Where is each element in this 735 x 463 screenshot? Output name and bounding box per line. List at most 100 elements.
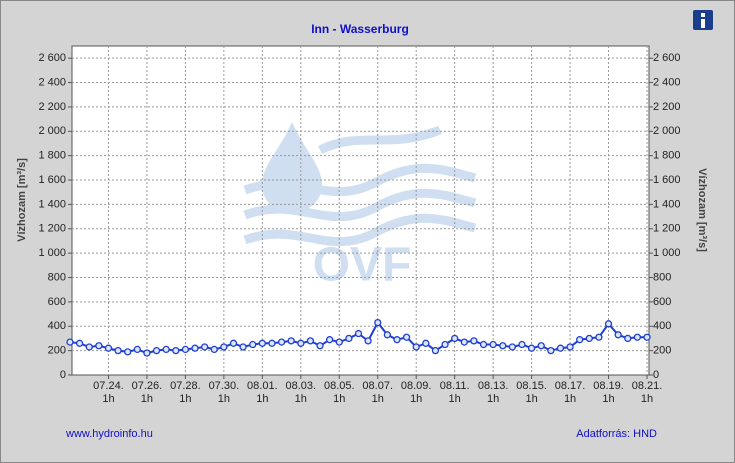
y2-tick-label: 0 xyxy=(653,369,659,381)
data-point xyxy=(489,340,497,349)
x-tick-label: 08.17. xyxy=(555,380,586,392)
x-tick-hour: 1h xyxy=(602,393,614,405)
y2-tick-label: 2 000 xyxy=(653,125,681,137)
x-tick-hour: 1h xyxy=(179,393,191,405)
y2-tick-label: 200 xyxy=(653,345,671,357)
data-point xyxy=(172,346,180,355)
data-point xyxy=(595,333,603,341)
data-point xyxy=(518,340,526,349)
data-point xyxy=(354,329,363,338)
x-tick-hour: 1h xyxy=(525,393,537,405)
y-tick-label: 1 200 xyxy=(38,223,66,235)
data-point xyxy=(604,320,613,328)
y2-tick-label: 2 400 xyxy=(653,76,681,88)
data-point xyxy=(191,344,199,352)
data-point xyxy=(508,343,517,351)
data-point xyxy=(422,339,430,347)
data-point xyxy=(402,333,411,341)
y-tick-label: 400 xyxy=(48,320,66,332)
x-tick-label: 07.30. xyxy=(209,380,240,392)
data-point xyxy=(75,339,84,347)
data-point xyxy=(527,344,536,352)
x-tick-label: 08.19. xyxy=(593,380,624,392)
x-tick-label: 08.07. xyxy=(362,380,393,392)
x-tick-label: 07.26. xyxy=(132,380,163,392)
data-point xyxy=(393,336,401,344)
data-point xyxy=(576,336,584,344)
y-tick-label: 600 xyxy=(48,296,66,308)
y2-tick-label: 800 xyxy=(653,271,671,283)
y2-axis-title: Vízhozam [m³/s] xyxy=(696,168,708,252)
y2-tick-label: 1 000 xyxy=(653,247,681,259)
y2-tick-label: 2 600 xyxy=(653,52,681,64)
y2-tick-label: 1 800 xyxy=(653,150,681,162)
data-point xyxy=(547,346,555,355)
x-tick-hour: 1h xyxy=(218,393,230,405)
x-tick-hour: 1h xyxy=(141,393,153,405)
y-tick-label: 2 000 xyxy=(38,125,66,137)
x-tick-label: 08.11. xyxy=(440,380,470,392)
data-point xyxy=(287,337,295,345)
data-point xyxy=(441,340,449,349)
watermark: OVF xyxy=(313,239,412,292)
x-tick-label: 08.15. xyxy=(516,380,547,392)
data-point xyxy=(499,342,507,350)
y-tick-label: 200 xyxy=(48,345,66,357)
data-point xyxy=(104,344,113,352)
data-point xyxy=(85,343,93,351)
chart-title: Inn - Wasserburg xyxy=(311,22,409,36)
x-tick-label: 08.05. xyxy=(324,380,355,392)
data-point xyxy=(133,345,141,354)
x-tick-label: 08.01. xyxy=(247,380,278,392)
footer-link[interactable]: www.hydroinfo.hu xyxy=(65,428,153,440)
x-tick-hour: 1h xyxy=(102,393,114,405)
data-point xyxy=(277,338,286,346)
y-tick-label: 1 400 xyxy=(38,198,66,210)
data-point xyxy=(239,343,247,351)
data-point xyxy=(451,334,459,343)
y2-tick-label: 1 600 xyxy=(653,174,681,186)
data-point xyxy=(268,339,276,347)
x-tick-hour: 1h xyxy=(564,393,576,405)
data-point xyxy=(297,339,305,347)
info-icon[interactable] xyxy=(693,10,713,30)
data-point xyxy=(479,340,488,349)
x-tick-label: 08.21. xyxy=(632,380,663,392)
data-point xyxy=(325,336,334,344)
data-point xyxy=(643,333,651,341)
data-point xyxy=(152,346,161,355)
data-point xyxy=(220,343,228,351)
x-tick-hour: 1h xyxy=(295,393,307,405)
footer-source: Adatforrás: HND xyxy=(576,428,657,440)
data-point xyxy=(210,345,218,354)
x-tick-hour: 1h xyxy=(333,393,345,405)
x-tick-label: 07.24. xyxy=(93,380,124,392)
data-point xyxy=(316,342,324,350)
x-tick-label: 08.09. xyxy=(401,380,432,392)
x-tick-hour: 1h xyxy=(256,393,268,405)
data-point xyxy=(566,343,574,351)
y-tick-label: 1 800 xyxy=(38,150,66,162)
data-point xyxy=(258,339,266,347)
data-point xyxy=(143,349,151,357)
data-point xyxy=(95,342,103,350)
y2-tick-label: 400 xyxy=(653,320,671,332)
data-point xyxy=(624,334,632,343)
y2-tick-label: 600 xyxy=(653,296,671,308)
data-point xyxy=(412,343,420,351)
data-point xyxy=(537,342,545,350)
x-tick-hour: 1h xyxy=(641,393,653,405)
y-tick-label: 1 000 xyxy=(38,247,66,259)
x-tick-hour: 1h xyxy=(487,393,499,405)
data-point xyxy=(249,340,257,349)
data-point xyxy=(556,344,565,352)
y2-tick-label: 2 200 xyxy=(653,101,681,113)
data-point xyxy=(431,346,440,355)
y2-tick-label: 1 200 xyxy=(653,223,681,235)
x-tick-label: 07.28. xyxy=(170,380,201,392)
y-tick-label: 800 xyxy=(48,271,66,283)
data-point xyxy=(470,337,478,345)
x-tick-hour: 1h xyxy=(410,393,422,405)
